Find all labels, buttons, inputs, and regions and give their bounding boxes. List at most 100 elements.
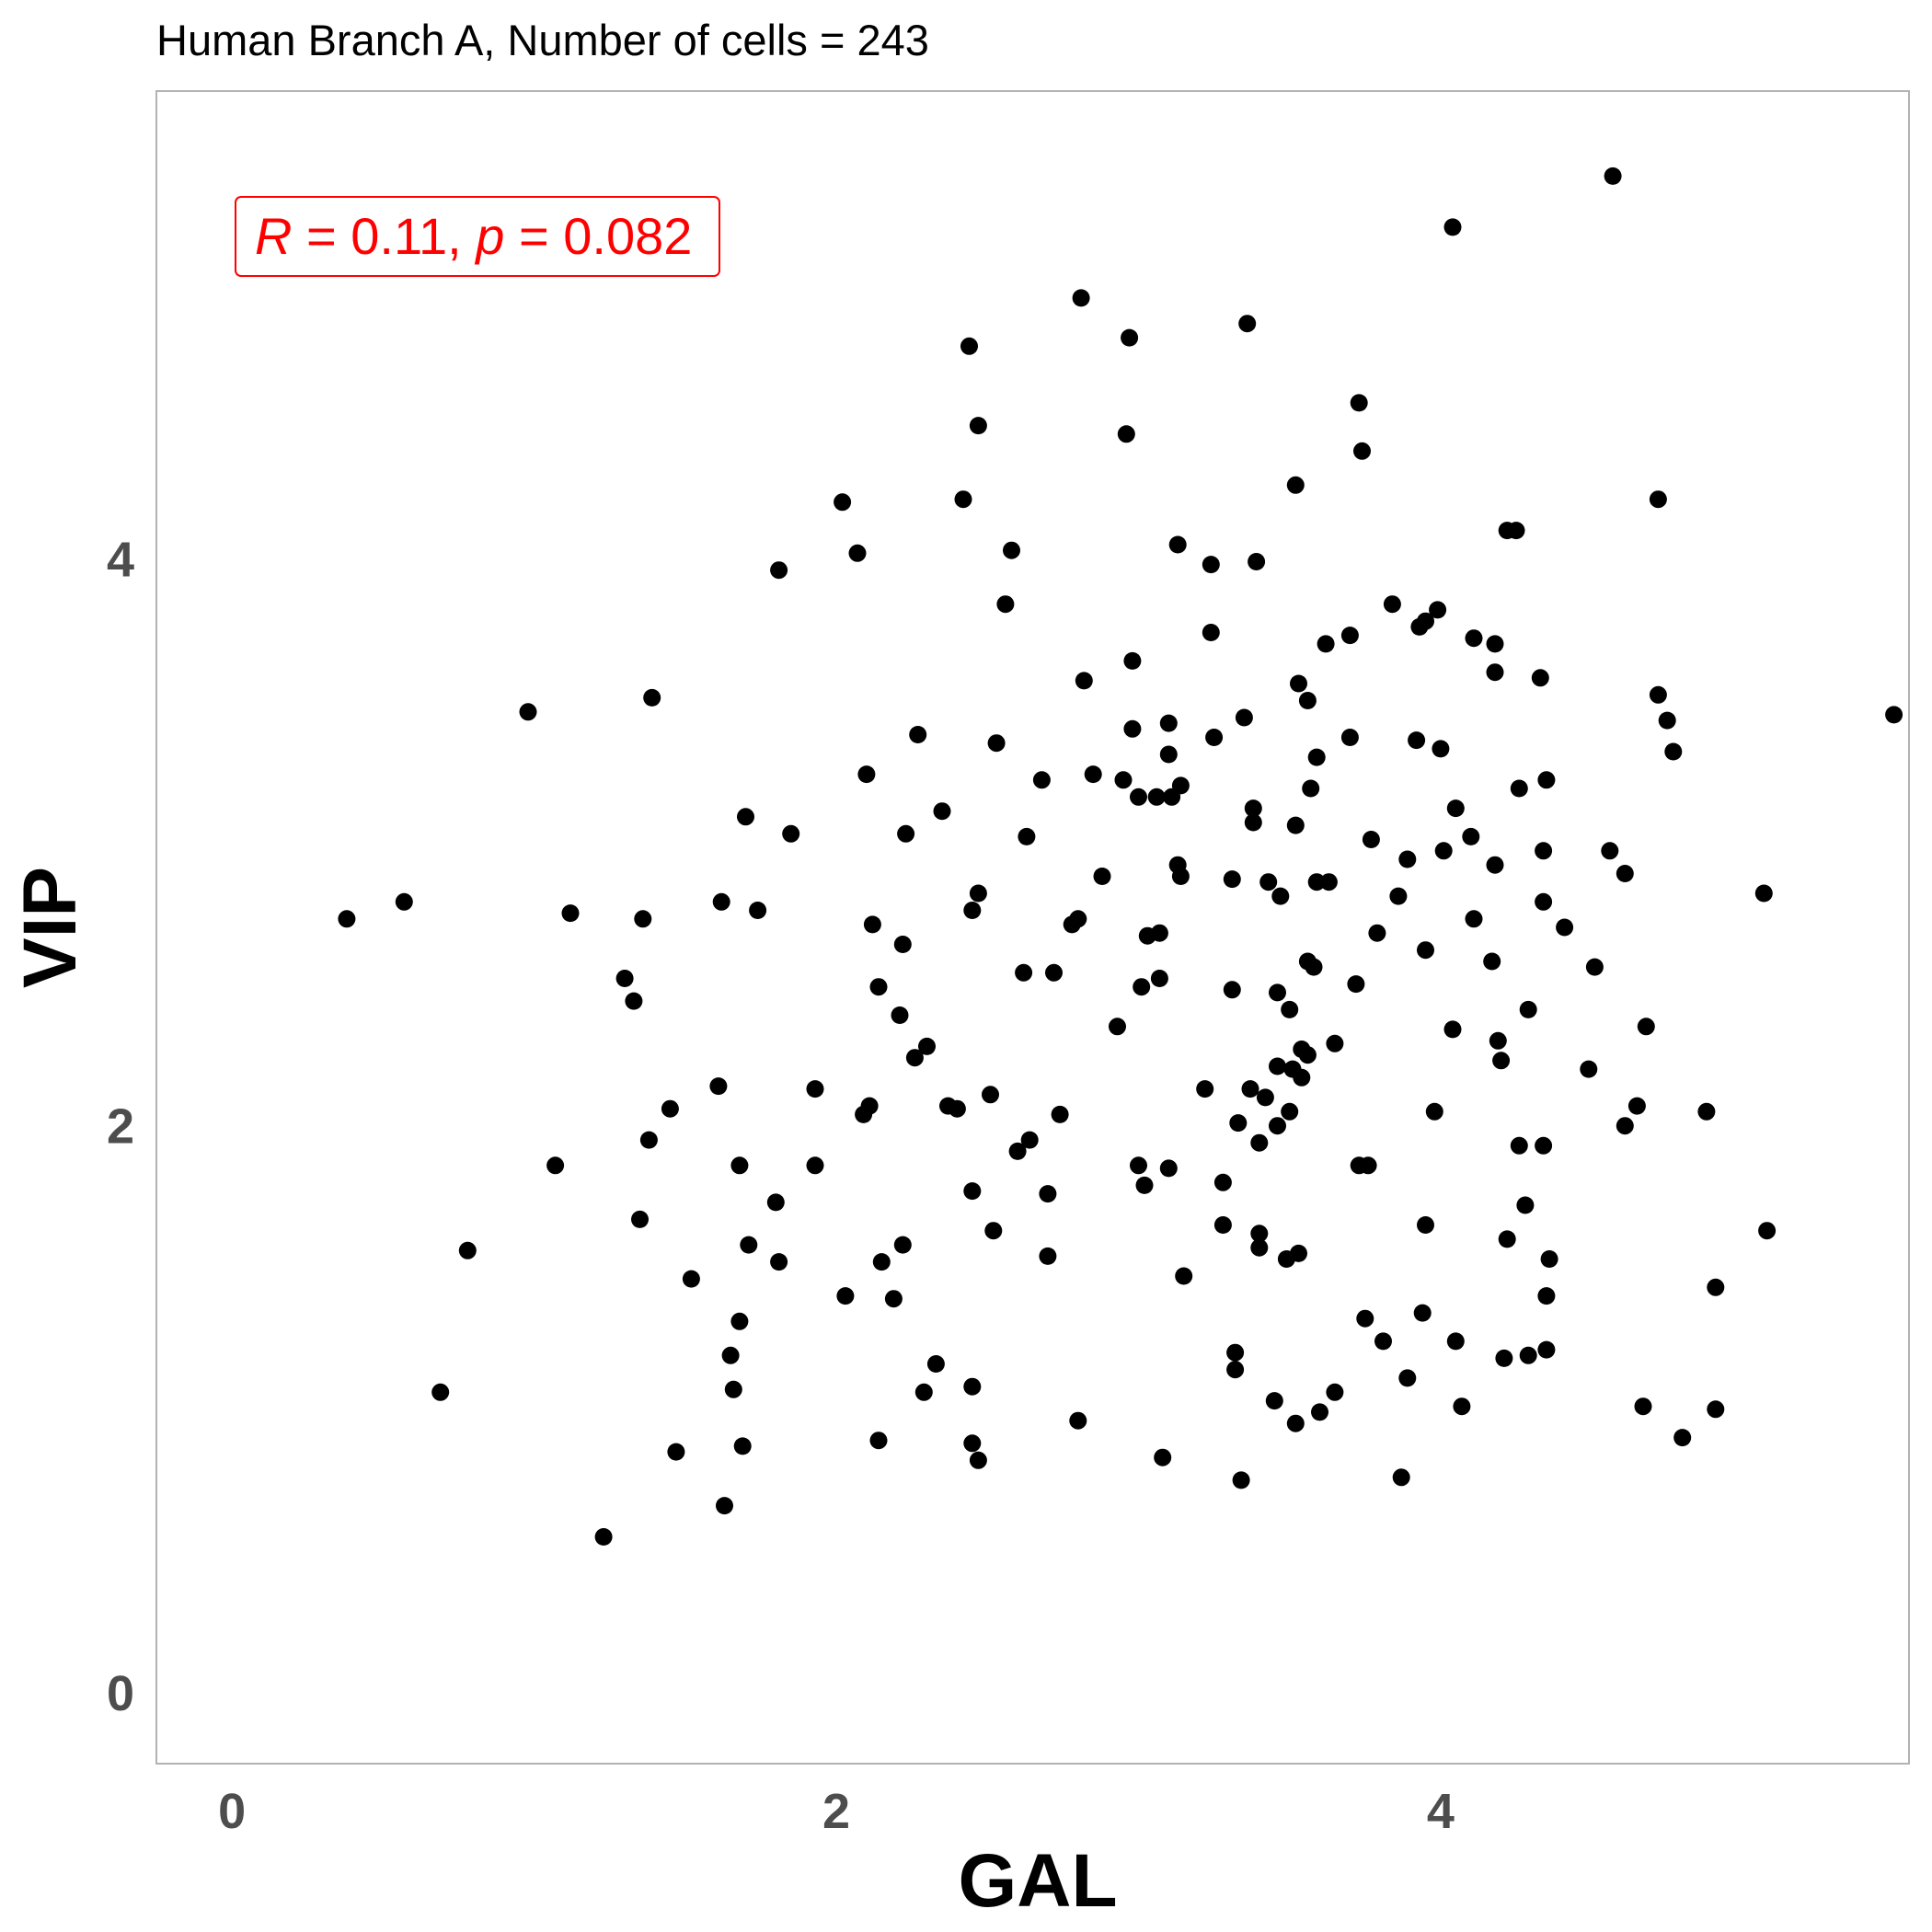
data-point <box>1673 1429 1692 1447</box>
data-point <box>1486 663 1504 682</box>
data-point <box>1616 865 1634 882</box>
data-point <box>1616 1117 1634 1135</box>
data-point <box>1507 522 1525 540</box>
data-point <box>1556 918 1574 937</box>
data-point <box>1383 595 1401 614</box>
data-point <box>1537 771 1556 789</box>
data-point <box>1293 1068 1311 1087</box>
data-point <box>1205 729 1224 746</box>
data-point <box>1290 674 1307 693</box>
data-point <box>1462 827 1480 845</box>
data-point <box>1465 910 1483 928</box>
data-point <box>969 1451 987 1469</box>
data-point <box>1114 771 1133 789</box>
data-point <box>667 1443 685 1461</box>
data-point <box>1311 1403 1328 1421</box>
annotation-separator: , <box>447 207 476 265</box>
data-point <box>848 544 867 562</box>
data-point <box>1150 970 1168 987</box>
data-point <box>1281 1102 1299 1121</box>
data-point <box>1443 1020 1462 1039</box>
data-point <box>1123 651 1142 670</box>
data-point <box>909 726 927 743</box>
data-point <box>1707 1400 1725 1419</box>
data-point <box>594 1528 613 1546</box>
data-point <box>1305 958 1323 976</box>
data-point <box>730 1156 749 1175</box>
data-point <box>1885 706 1903 724</box>
data-point <box>634 910 652 928</box>
data-point <box>1133 978 1151 996</box>
data-point <box>1604 167 1622 185</box>
data-point <box>1537 1340 1556 1359</box>
data-point <box>682 1270 700 1288</box>
data-point <box>1250 1133 1269 1152</box>
data-point <box>948 1099 966 1118</box>
data-point <box>960 337 978 355</box>
data-point <box>1510 1136 1528 1155</box>
data-point <box>1317 635 1335 653</box>
data-point <box>806 1156 824 1175</box>
data-point <box>834 493 852 512</box>
data-point <box>1649 685 1667 704</box>
data-point <box>1015 963 1033 982</box>
data-point <box>1446 1332 1465 1351</box>
data-point <box>1664 742 1683 761</box>
x-tick-label: 0 <box>218 1784 246 1839</box>
data-point <box>1286 1414 1305 1432</box>
data-point <box>1248 553 1266 570</box>
data-point <box>1147 788 1166 806</box>
data-point <box>982 1086 999 1104</box>
data-point <box>914 1383 933 1401</box>
data-point <box>1269 983 1286 1002</box>
data-point <box>643 688 661 707</box>
data-point <box>1238 315 1257 333</box>
data-point <box>1432 740 1450 758</box>
data-point <box>1326 1034 1344 1052</box>
data-point <box>546 1156 565 1175</box>
data-point <box>897 824 915 843</box>
data-point <box>1634 1397 1652 1416</box>
data-point <box>1229 1114 1248 1133</box>
r-value: 0.11 <box>351 207 447 265</box>
data-point <box>1486 856 1504 874</box>
data-point <box>1340 627 1359 645</box>
data-point <box>1707 1278 1725 1296</box>
data-point <box>1265 1392 1283 1410</box>
data-point <box>1453 1397 1471 1416</box>
y-tick-label: 0 <box>107 1666 134 1721</box>
data-point <box>1495 1349 1513 1367</box>
data-point <box>1408 731 1426 750</box>
data-point <box>872 1253 891 1271</box>
data-point <box>1298 692 1317 709</box>
data-point <box>1585 958 1604 976</box>
annotation-box <box>235 196 720 277</box>
data-point <box>1171 868 1190 885</box>
data-point <box>519 703 537 721</box>
data-point <box>963 1434 982 1453</box>
data-point <box>1045 963 1063 982</box>
data-point <box>1398 850 1417 868</box>
data-point <box>1241 1080 1259 1098</box>
data-point <box>724 1380 742 1398</box>
data-point <box>1159 745 1178 764</box>
data-point <box>1307 748 1326 766</box>
data-point <box>1535 1136 1553 1155</box>
data-point <box>1465 629 1483 648</box>
y-axis-title: VIP <box>8 867 92 988</box>
data-point <box>737 808 754 826</box>
data-point <box>1649 490 1667 509</box>
data-point <box>806 1080 824 1098</box>
data-point <box>1368 924 1386 942</box>
data-point <box>1302 779 1320 798</box>
data-point <box>1226 1343 1245 1362</box>
data-point <box>1213 1216 1232 1234</box>
data-point <box>1627 1097 1646 1115</box>
data-point <box>1413 1304 1432 1322</box>
data-point <box>1486 635 1504 653</box>
data-point <box>1084 765 1102 784</box>
data-point <box>1018 827 1036 845</box>
data-point <box>1063 915 1081 934</box>
data-point <box>1356 1309 1374 1328</box>
data-point <box>869 1432 888 1450</box>
